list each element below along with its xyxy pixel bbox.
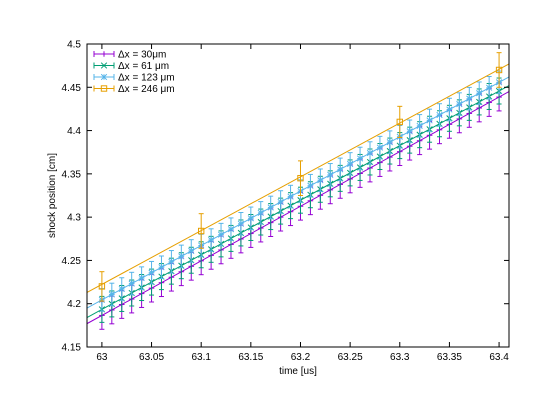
data-point [100,62,108,69]
legend-entry: Δx = 123 μm [93,73,175,84]
x-tick-label: 63 [96,352,108,363]
data-point [436,111,443,119]
y-tick-label: 4.35 [62,169,82,180]
legend-label: Δx = 61 μm [118,61,169,72]
data-point [446,106,453,113]
data-point [118,285,125,293]
ticks-layer: 63 63.05 63.1 63.15 63.2 63.25 63.3 63.35 63.4 4.… [62,40,510,364]
x-tick-label: 63.2 [291,352,311,363]
data-point [396,118,403,126]
data-point [267,204,274,211]
data-point [108,291,115,298]
y-tick-label: 4.15 [62,343,82,354]
x-tick-label: 63.15 [238,352,263,363]
error-bar [397,105,403,138]
x-tick-label: 63.25 [338,352,363,363]
x-axis-label: time [us] [279,366,317,377]
y-tick-label: 4.45 [62,83,82,94]
x-tick-label: 63.4 [489,352,509,363]
y-axis-label: shock position [cm] [47,153,58,238]
data-point [178,253,185,260]
legend-label: Δx = 123 μm [118,73,175,84]
data-point [406,128,413,135]
plot-frame [86,43,510,348]
data-point [188,247,195,255]
legend-entry: Δx = 30μm [93,50,166,61]
data-point [307,182,314,189]
data-point [337,166,344,173]
data-point [138,274,145,282]
data-point [277,198,284,206]
data-point [495,66,503,74]
data-point [101,51,107,57]
data-point [100,73,108,81]
x-tick-label: 63.05 [139,352,164,363]
series-3 [87,52,509,302]
data-point [466,95,473,102]
y-tick-label: 4.25 [62,256,82,267]
data-point [158,264,165,271]
data-point [297,174,304,182]
error-bar [198,213,204,249]
data-point [207,236,215,244]
data-point [416,122,423,129]
data-point [247,215,254,222]
x-tick-label: 63.3 [390,352,410,363]
data-point [485,84,493,91]
data-point [317,177,324,184]
data-point [168,258,175,265]
data-point [237,220,245,227]
data-point [476,90,483,97]
data-point [356,155,364,162]
error-bar [99,271,105,302]
x-tick-label: 63.35 [437,352,462,363]
data-point [287,193,294,200]
series-layer [87,52,509,330]
data-point [197,227,205,235]
legend-entry: Δx = 61 μm [93,61,169,72]
data-point [456,100,463,108]
data-point [346,160,354,168]
error-bar [496,52,502,88]
error-bar [297,160,303,196]
series-1 [87,77,509,323]
data-point [327,171,334,178]
series-line [87,91,509,325]
series-2 [87,70,509,312]
data-point [100,85,108,92]
x-tick-label: 63.1 [191,352,211,363]
data-point [386,139,394,146]
legend-label: Δx = 246 μm [118,84,175,95]
data-point [426,117,433,124]
data-point [366,149,374,157]
data-point [217,231,225,238]
y-tick-label: 4.3 [67,213,81,224]
data-point [227,226,235,233]
data-point [376,144,384,151]
y-tick-label: 4.4 [67,126,81,137]
data-point [128,280,135,287]
data-point [257,209,264,217]
data-point [148,269,155,276]
y-tick-label: 4.2 [67,299,81,310]
y-tick-label: 4.5 [67,40,81,51]
legend-entry: Δx = 246 μm [93,84,175,95]
legend-label: Δx = 30μm [118,50,166,61]
data-point [98,283,106,290]
